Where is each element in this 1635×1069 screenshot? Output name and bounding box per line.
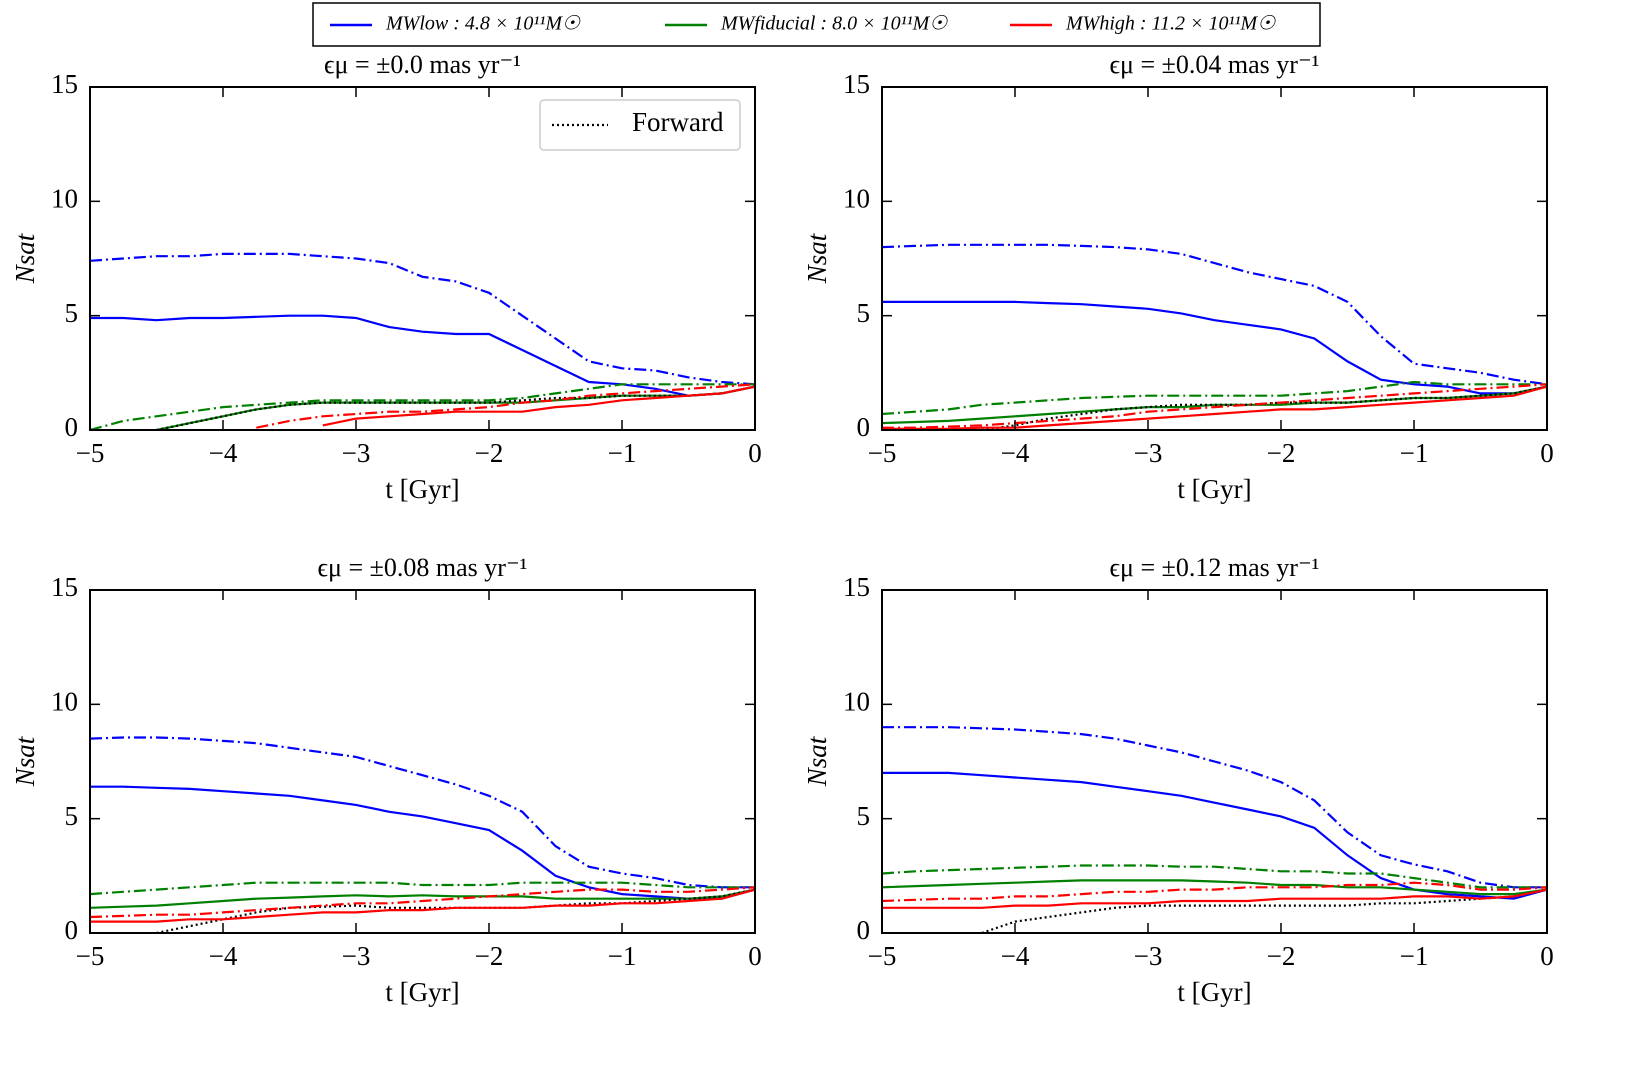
x-tick-label: −2 [475,438,504,468]
series-line [981,888,1547,933]
y-tick-label: 15 [843,69,870,99]
y-tick-label: 0 [857,412,871,442]
x-tick-label: −3 [342,941,371,971]
x-tick-label: −1 [1400,941,1429,971]
y-axis-label: Nsat [802,232,832,284]
series-line [882,243,1547,386]
series-line [256,383,755,429]
series-line [882,726,1547,889]
x-tick-label: 0 [1540,438,1554,468]
x-axis-label: t [Gyr] [1177,977,1251,1007]
x-tick-label: −4 [209,941,238,971]
x-tick-label: −3 [1134,438,1163,468]
x-tick-label: −4 [209,438,238,468]
y-tick-label: 5 [65,298,79,328]
x-axis-label: t [Gyr] [1177,474,1251,504]
series-line [156,385,755,430]
series-line [90,736,755,889]
y-tick-label: 10 [843,687,870,717]
legend-box [539,99,741,151]
x-tick-label: −3 [342,438,371,468]
series-line [882,879,1547,896]
x-tick-label: −5 [76,941,105,971]
series-line [90,888,755,909]
y-tick-label: 10 [51,184,78,214]
series-line [90,383,755,430]
series-line [90,785,755,900]
x-axis-label: t [Gyr] [385,977,459,1007]
y-tick-label: 10 [51,687,78,717]
chart-title: ϵμ = ±0.12 mas yr⁻¹ [1110,553,1320,582]
plot-area [882,243,1547,430]
legend-label: MWlow : 4.8 × 10¹¹M☉ [385,13,581,35]
chart-title: ϵμ = ±0.04 mas yr⁻¹ [1110,50,1320,79]
series-line [90,314,755,397]
x-tick-label: −2 [475,941,504,971]
plot-area [90,252,755,430]
plot-area [90,736,755,933]
y-tick-label: 0 [65,915,79,945]
x-axis-label: t [Gyr] [385,474,459,504]
x-tick-label: −3 [1134,941,1163,971]
series-line [882,864,1547,889]
x-tick-label: 0 [748,438,762,468]
axes-frame [881,589,1548,934]
x-tick-label: −5 [868,438,897,468]
series-line [882,888,1547,909]
series-line [90,886,755,919]
x-tick-label: −2 [1267,941,1296,971]
y-tick-label: 5 [857,801,871,831]
y-tick-label: 5 [857,298,871,328]
y-tick-label: 0 [65,412,79,442]
legend-label: Forward [632,107,724,137]
x-tick-label: −1 [608,438,637,468]
figure-legend-box [312,2,1321,47]
axes-frame [89,86,756,431]
y-tick-label: 0 [857,915,871,945]
y-tick-label: 15 [51,572,78,602]
series-line [90,252,755,386]
x-tick-label: −4 [1001,438,1030,468]
x-tick-label: −1 [1400,438,1429,468]
x-tick-label: −5 [868,941,897,971]
chart-title: ϵμ = ±0.08 mas yr⁻¹ [318,553,528,582]
y-tick-label: 10 [843,184,870,214]
x-tick-label: −4 [1001,941,1030,971]
y-tick-label: 5 [65,801,79,831]
plot-area [882,726,1547,933]
x-tick-label: −2 [1267,438,1296,468]
x-tick-label: −1 [608,941,637,971]
y-axis-label: Nsat [802,735,832,787]
series-line [322,385,755,427]
y-tick-label: 15 [843,572,870,602]
series-line [90,881,755,896]
x-tick-label: 0 [748,941,762,971]
series-line [882,771,1547,900]
y-axis-label: Nsat [10,232,40,284]
series-line [882,385,1547,430]
series-line [981,385,1547,430]
x-tick-label: 0 [1540,941,1554,971]
series-line [882,881,1547,903]
series-line [882,383,1547,429]
series-line [90,888,755,923]
series-line [882,380,1547,416]
y-axis-label: Nsat [10,735,40,787]
y-tick-label: 15 [51,69,78,99]
series-line [882,300,1547,395]
axes-frame [89,589,756,934]
legend-label: MWhigh : 11.2 × 10¹¹M☉ [1065,13,1276,35]
x-tick-label: −5 [76,438,105,468]
chart-title: ϵμ = ±0.0 mas yr⁻¹ [324,50,521,79]
series-line [156,385,755,430]
axes-frame [881,86,1548,431]
legend-label: MWfiducial : 8.0 × 10¹¹M☉ [720,13,948,35]
